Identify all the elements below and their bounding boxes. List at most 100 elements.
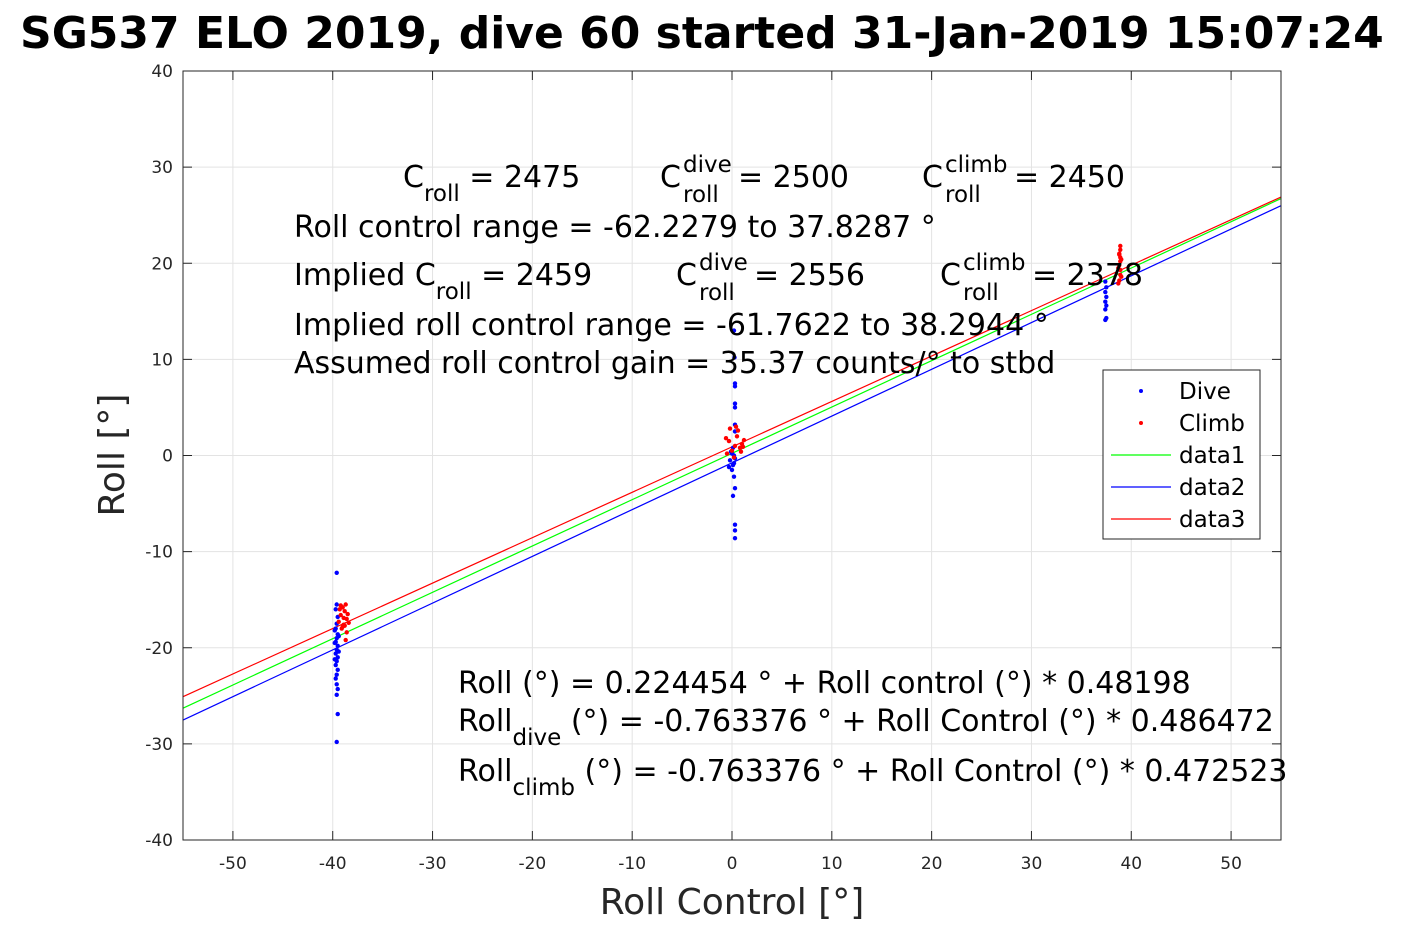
- climb-point: [733, 424, 739, 429]
- dive-point: [334, 692, 339, 698]
- assumed-roll-control-gain: Assumed roll control gain = 35.37 counts…: [294, 346, 1055, 381]
- implied-roll-control-range: Implied roll control range = -61.7622 to…: [294, 308, 1049, 343]
- implied-c-climb-sub: roll: [963, 280, 999, 306]
- climb-point: [1118, 243, 1123, 249]
- x-tick-label: 0: [727, 854, 738, 874]
- dive-point: [1104, 303, 1109, 308]
- dive-point: [726, 464, 732, 470]
- dive-point: [332, 628, 337, 633]
- dive-point: [336, 634, 341, 639]
- dive-point: [732, 405, 738, 410]
- climb-point: [1119, 274, 1124, 279]
- dive-point: [732, 401, 738, 406]
- climb-point: [729, 448, 735, 453]
- x-tick-label: -30: [419, 854, 447, 874]
- implied-c-roll: Implied Croll = 2459: [294, 258, 592, 305]
- y-tick-label: -30: [145, 735, 173, 755]
- implied-c-climb-value: = 2378: [1032, 258, 1143, 293]
- legend-label-climb: Climb: [1179, 411, 1245, 437]
- dive-point: [335, 711, 340, 717]
- climb-point: [342, 609, 347, 614]
- dive-point: [732, 384, 738, 389]
- climb-point: [1116, 281, 1121, 286]
- x-tick-label: 10: [821, 854, 843, 874]
- y-tick-label: 40: [151, 62, 173, 82]
- legend-marker-dive: [1139, 389, 1143, 393]
- climb-point: [738, 449, 744, 454]
- dive-point: [1104, 294, 1109, 300]
- x-axis-label: Roll Control [°]: [600, 882, 865, 923]
- dive-point: [1103, 299, 1108, 304]
- climb-point: [724, 451, 730, 456]
- dive-point: [334, 672, 339, 677]
- legend-label-dive: Dive: [1179, 379, 1231, 405]
- dive-point: [335, 667, 340, 673]
- dive-point: [1103, 317, 1108, 323]
- dive-point: [729, 467, 735, 473]
- y-tick-label: 10: [151, 350, 173, 370]
- tick-labels: -50 -40 -30 -20 -10 0 10 20 30 40 50 -40 -30 -20 -10 0 1…: [145, 62, 1281, 874]
- data-points: [332, 243, 1124, 745]
- implied-c-dive-sub: roll: [699, 280, 735, 306]
- climb-point: [337, 607, 342, 612]
- dive-point: [334, 570, 339, 575]
- dive-point: [732, 485, 738, 491]
- c-roll-climb-sub: roll: [945, 182, 981, 208]
- legend-marker-climb: [1139, 421, 1143, 425]
- dive-point: [335, 643, 340, 649]
- dive-point: [333, 662, 338, 668]
- x-tick-label: -40: [319, 854, 347, 874]
- c-roll-annotation: Croll = 2475: [403, 160, 580, 207]
- implied-c-climb-annotation: C: [940, 258, 961, 293]
- climb-point: [1117, 252, 1122, 257]
- climb-point: [731, 455, 737, 460]
- climb-point: [344, 630, 349, 635]
- y-tick-label: 30: [151, 158, 173, 178]
- chart-title: SG537 ELO 2019, dive 60 started 31-Jan-2…: [20, 8, 1384, 59]
- y-axis-label: Roll [°]: [92, 394, 133, 517]
- dive-point: [731, 474, 737, 479]
- x-tick-label: -50: [219, 854, 247, 874]
- dive-point: [730, 493, 736, 499]
- dive-point: [732, 535, 738, 541]
- legend: Dive Climb data1 data2 data3: [1102, 369, 1261, 540]
- y-tick-label: -10: [145, 543, 173, 563]
- dive-point: [334, 682, 339, 687]
- climb-point: [346, 620, 351, 625]
- climb-point: [735, 428, 741, 433]
- climb-point: [338, 603, 343, 608]
- climb-point: [1118, 247, 1123, 252]
- implied-c-climb-sup: climb: [963, 250, 1025, 276]
- x-tick-label: 40: [1120, 854, 1142, 874]
- legend-label-data1: data1: [1179, 443, 1245, 469]
- dive-fit-equation: Rolldive (°) = -0.763376 ° + Roll Contro…: [458, 704, 1274, 751]
- dive-point: [727, 458, 733, 463]
- dive-point: [1103, 279, 1108, 284]
- dive-point: [1103, 289, 1108, 295]
- c-roll-dive-value: = 2500: [738, 160, 849, 195]
- x-tick-label: 50: [1220, 854, 1242, 874]
- climb-point: [1116, 265, 1121, 271]
- climb-point: [723, 435, 729, 441]
- c-roll-dive-sup: dive: [683, 152, 732, 178]
- climb-point: [345, 611, 350, 617]
- x-tick-label: 20: [921, 854, 943, 874]
- dive-point: [732, 528, 738, 533]
- y-tick-label: -20: [145, 639, 173, 659]
- climb-point: [740, 444, 746, 450]
- implied-c-dive-annotation: C: [676, 258, 697, 293]
- legend-label-data3: data3: [1179, 507, 1245, 533]
- dive-point: [731, 328, 737, 333]
- c-roll-climb-annotation: C: [922, 160, 943, 195]
- x-tick-label: -20: [518, 854, 546, 874]
- dive-point: [732, 355, 737, 360]
- x-tick-label: 30: [1021, 854, 1043, 874]
- climb-point: [343, 602, 348, 607]
- y-tick-label: 0: [162, 447, 173, 467]
- dive-point: [732, 522, 738, 527]
- x-tick-label: -10: [618, 854, 646, 874]
- dive-point: [335, 686, 340, 692]
- climb-point: [338, 612, 343, 618]
- implied-c-dive-sup: dive: [699, 250, 748, 276]
- climb-point: [343, 637, 348, 643]
